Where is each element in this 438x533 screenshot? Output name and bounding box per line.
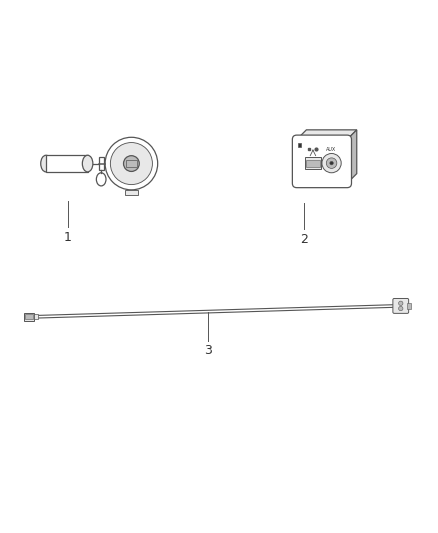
Text: 3: 3 — [204, 344, 212, 358]
FancyBboxPatch shape — [293, 135, 351, 188]
Bar — [299, 143, 301, 147]
Bar — [307, 160, 320, 167]
Bar — [24, 313, 34, 321]
FancyBboxPatch shape — [393, 298, 409, 313]
Bar — [125, 190, 138, 195]
Circle shape — [124, 156, 139, 172]
Ellipse shape — [82, 155, 93, 172]
Bar — [99, 157, 104, 169]
Polygon shape — [297, 130, 357, 140]
Bar — [46, 155, 88, 172]
Ellipse shape — [96, 173, 106, 186]
Bar — [25, 314, 33, 319]
Circle shape — [326, 158, 337, 168]
Circle shape — [110, 142, 152, 184]
Ellipse shape — [41, 155, 51, 172]
Bar — [34, 314, 38, 319]
Polygon shape — [347, 130, 357, 183]
Bar — [407, 303, 411, 309]
Circle shape — [399, 306, 403, 311]
Circle shape — [330, 161, 333, 165]
Text: 1: 1 — [64, 231, 72, 244]
Bar — [305, 157, 321, 169]
Text: 2: 2 — [300, 233, 308, 246]
Circle shape — [399, 301, 403, 305]
Circle shape — [105, 138, 158, 190]
Bar — [126, 160, 137, 167]
Circle shape — [322, 154, 341, 173]
Text: AUX: AUX — [326, 147, 337, 151]
